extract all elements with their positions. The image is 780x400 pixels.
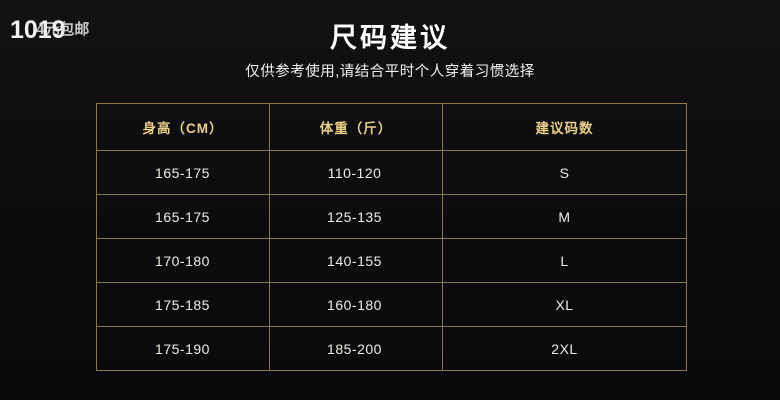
cell-size: S xyxy=(442,150,687,195)
cell-weight: 140-155 xyxy=(269,238,443,283)
cell-weight: 110-120 xyxy=(269,150,443,195)
table-row: 165-175 110-120 S xyxy=(96,150,687,195)
cell-weight: 160-180 xyxy=(269,282,443,327)
column-header-height: 身高（CM） xyxy=(96,103,270,151)
cell-height: 175-190 xyxy=(96,326,270,371)
size-table-container: 身高（CM） 体重（斤） 建议码数 165-175 110-120 S 165-… xyxy=(96,103,687,371)
watermark-main-text: 1019 xyxy=(10,16,66,44)
cell-size: 2XL xyxy=(442,326,687,371)
page-title: 尺码建议 xyxy=(330,23,450,53)
page-subtitle: 仅供参考使用,请结合平时个人穿着习惯选择 xyxy=(245,64,535,80)
table-row: 170-180 140-155 L xyxy=(96,238,687,283)
column-header-weight: 体重（斤） xyxy=(269,103,443,151)
table-row: 175-185 160-180 XL xyxy=(96,282,687,327)
cell-height: 165-175 xyxy=(96,150,270,195)
watermark-overlay-text: 4元包邮 xyxy=(36,21,90,38)
column-header-size: 建议码数 xyxy=(442,103,687,151)
cell-height: 165-175 xyxy=(96,194,270,239)
cell-size: XL xyxy=(442,282,687,327)
watermark: 1019 4元包邮 xyxy=(10,16,89,44)
cell-weight: 185-200 xyxy=(269,326,443,371)
table-header-row: 身高（CM） 体重（斤） 建议码数 xyxy=(96,103,687,151)
cell-height: 175-185 xyxy=(96,282,270,327)
cell-height: 170-180 xyxy=(96,238,270,283)
cell-size: L xyxy=(442,238,687,283)
table-row: 175-190 185-200 2XL xyxy=(96,326,687,371)
size-table: 身高（CM） 体重（斤） 建议码数 165-175 110-120 S 165-… xyxy=(96,103,687,371)
cell-size: M xyxy=(442,194,687,239)
cell-weight: 125-135 xyxy=(269,194,443,239)
table-row: 165-175 125-135 M xyxy=(96,194,687,239)
